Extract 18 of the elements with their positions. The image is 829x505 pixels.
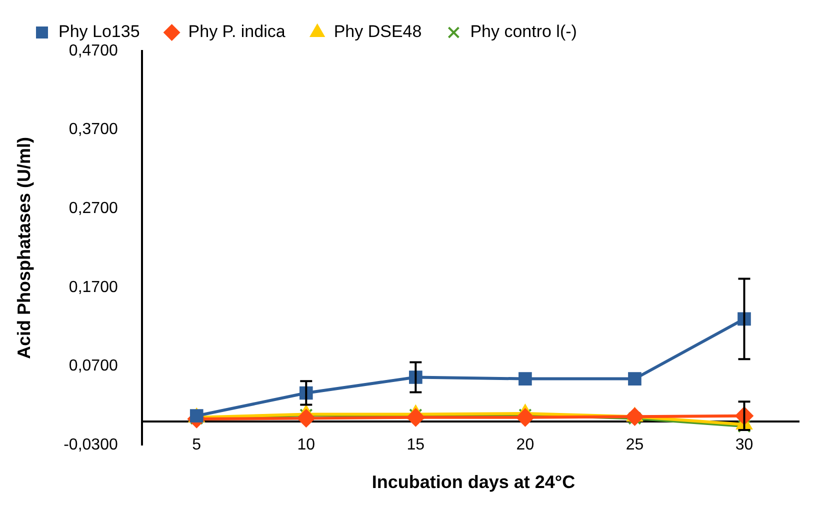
x-tick-label: 25 bbox=[626, 436, 644, 454]
y-axis-title: Acid Phosphatases (U/ml) bbox=[14, 136, 34, 360]
y-tick-label: 0,4700 bbox=[68, 42, 118, 60]
y-tick-label: 0,0700 bbox=[68, 358, 118, 375]
x-tick-label: 20 bbox=[516, 436, 534, 454]
x-tick-label: 10 bbox=[297, 436, 316, 454]
y-tick-label: 0,1700 bbox=[68, 278, 118, 296]
legend-label: Phy DSE48 bbox=[334, 22, 422, 42]
y-tick-label: 0,2700 bbox=[68, 200, 118, 218]
x-axis-title: Incubation days at 24°C bbox=[370, 472, 576, 493]
legend-label: Phy contro l(-) bbox=[470, 22, 577, 42]
x-tick-label: 5 bbox=[192, 436, 202, 454]
x-tick-label: 30 bbox=[735, 436, 754, 454]
y-tick-label: 0,3700 bbox=[68, 121, 118, 138]
legend-label: Phy Lo135 bbox=[58, 22, 140, 42]
y-tick-label: -0,0300 bbox=[64, 436, 118, 454]
x-tick-label: 15 bbox=[406, 436, 425, 454]
legend-label: Phy P. indica bbox=[188, 22, 286, 42]
